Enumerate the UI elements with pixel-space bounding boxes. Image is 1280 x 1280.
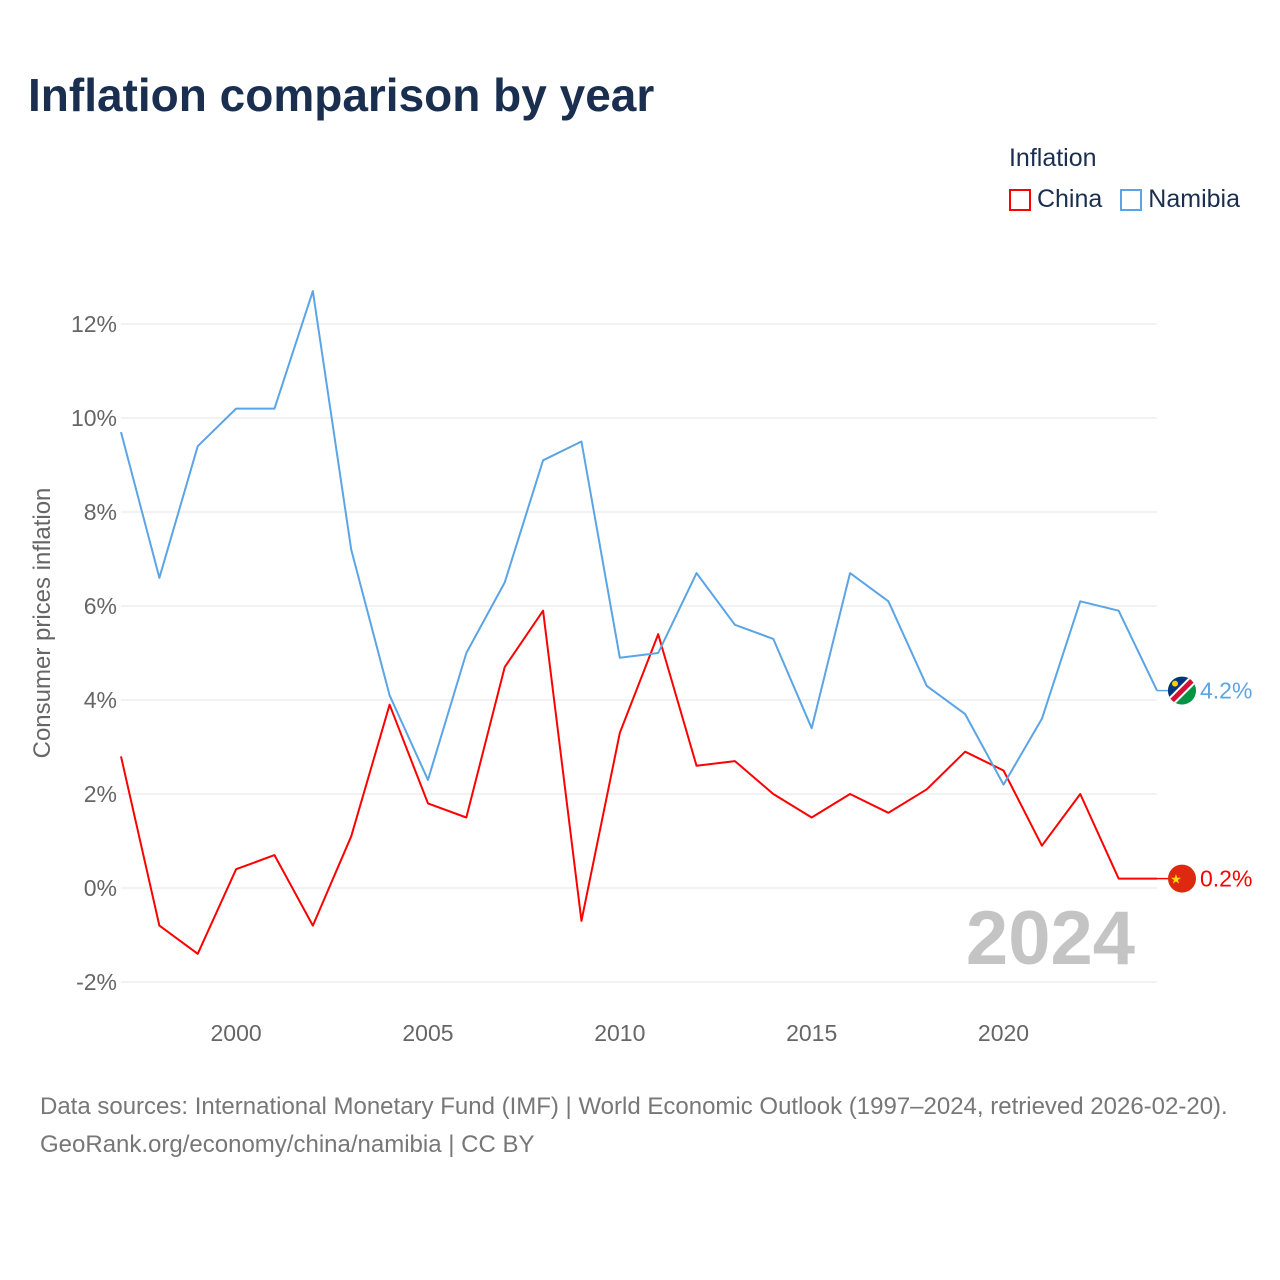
legend-label-china: China [1036, 185, 1103, 213]
end-label-namibia: 4.2% [1200, 678, 1252, 704]
data-sources: Data sources: International Monetary Fun… [40, 1093, 1228, 1120]
source-link[interactable]: GeoRank.org/economy/china/namibia | CC B… [40, 1131, 535, 1158]
y-axis-label: Consumer prices inflation [29, 488, 56, 759]
year-watermark: 2024 [966, 896, 1135, 981]
y-tick-label: 2% [84, 781, 117, 807]
end-label-china: 0.2% [1200, 866, 1252, 892]
flag-china-icon: ★ [1168, 864, 1196, 893]
flag-star: ★ [1170, 872, 1182, 887]
y-tick-label: 0% [84, 875, 117, 901]
chart-title: Inflation comparison by year [28, 69, 655, 121]
x-tick-label: 2015 [786, 1020, 837, 1046]
y-tick-label: 12% [71, 311, 117, 337]
legend-title: Inflation [1008, 144, 1097, 172]
x-tick-label: 2005 [402, 1020, 453, 1046]
series-line-china [120, 609, 1157, 955]
legend-item-china[interactable]: China [1008, 185, 1103, 214]
flag-sun [1172, 680, 1178, 687]
y-tick-label: -2% [76, 969, 117, 995]
flag-body [1168, 676, 1196, 705]
legend: Inflation China Namibia [1008, 144, 1240, 214]
x-tick-label: 2010 [594, 1020, 645, 1046]
y-tick-label: 6% [84, 593, 117, 619]
flag-red [1168, 676, 1196, 705]
legend-swatch-china [1008, 188, 1031, 211]
footer: Data sources: International Monetary Fun… [40, 1088, 1250, 1164]
x-tick-label: 2000 [211, 1020, 262, 1046]
y-tick-label: 8% [84, 499, 117, 525]
flag-namibia-icon [1168, 676, 1196, 705]
legend-item-namibia[interactable]: Namibia [1120, 185, 1240, 214]
series-line-namibia [120, 290, 1158, 786]
line-chart: -2% 0% 2% 4% 6% 8% 10% 12% 2000 2005 2010 2015 2020… [29, 290, 1252, 1046]
legend-label-namibia: Namibia [1148, 185, 1240, 213]
flag-field [1168, 864, 1196, 893]
y-tick-label: 4% [84, 687, 117, 713]
legend-swatch-namibia [1120, 188, 1143, 211]
y-tick-label: 10% [71, 405, 117, 431]
x-tick-label: 2020 [978, 1020, 1029, 1046]
